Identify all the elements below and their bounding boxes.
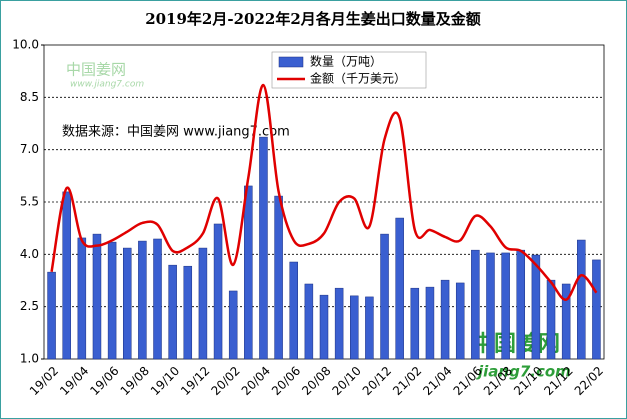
y-tick-label: 8.5: [20, 90, 39, 104]
bar: [198, 247, 208, 360]
bar: [516, 249, 526, 360]
watermark: www.jiang7.com: [70, 80, 144, 90]
bar: [213, 223, 223, 360]
bar: [319, 294, 329, 360]
bar: [77, 237, 87, 360]
bar: [501, 252, 510, 360]
watermark: 中国姜网: [66, 61, 126, 79]
bar: [168, 264, 177, 360]
bar: [304, 283, 314, 360]
bar: [531, 254, 541, 360]
bar: [228, 290, 238, 360]
logo: jiang7.com: [476, 363, 571, 381]
bar: [47, 271, 56, 360]
bar: [410, 287, 420, 360]
bar: [138, 240, 147, 360]
bar: [153, 238, 162, 360]
bar: [486, 252, 495, 360]
bar: [471, 249, 480, 360]
bar: [395, 217, 404, 360]
bar: [425, 286, 435, 360]
bar: [274, 195, 283, 360]
y-tick-label: 5.5: [20, 195, 39, 209]
bar: [455, 282, 465, 360]
y-tick-label: 4.0: [20, 247, 39, 261]
bar: [107, 241, 117, 360]
bar: [577, 239, 586, 360]
bar: [289, 261, 298, 360]
bar: [380, 233, 389, 360]
bar: [259, 136, 268, 360]
bar: [183, 265, 193, 360]
y-tick-label: 1.0: [20, 352, 39, 366]
bar: [561, 283, 571, 360]
source-note: 数据来源：中国姜网 www.jiang7.com: [62, 125, 290, 140]
bar: [244, 185, 253, 360]
legend-label: 数量（万吨）: [310, 54, 382, 69]
legend-label: 金额（千万美元）: [310, 71, 406, 86]
bar: [350, 295, 359, 360]
bar: [440, 279, 450, 360]
bar: [592, 259, 601, 360]
bar: [365, 296, 374, 360]
y-tick-label: 2.5: [20, 299, 39, 313]
bar: [92, 233, 102, 360]
legend-swatch: [278, 56, 304, 68]
bar: [546, 279, 556, 360]
legend: 数量（万吨） 金额（千万美元）: [271, 51, 427, 89]
y-tick-label: 7.0: [20, 142, 39, 156]
bar: [334, 287, 344, 360]
y-tick-label: 10.0: [12, 38, 39, 52]
chart-title: 2019年2月-2022年2月各月生姜出口数量及金额: [145, 10, 481, 28]
bar: [122, 247, 132, 360]
bar: [62, 191, 71, 360]
line: [50, 83, 598, 301]
